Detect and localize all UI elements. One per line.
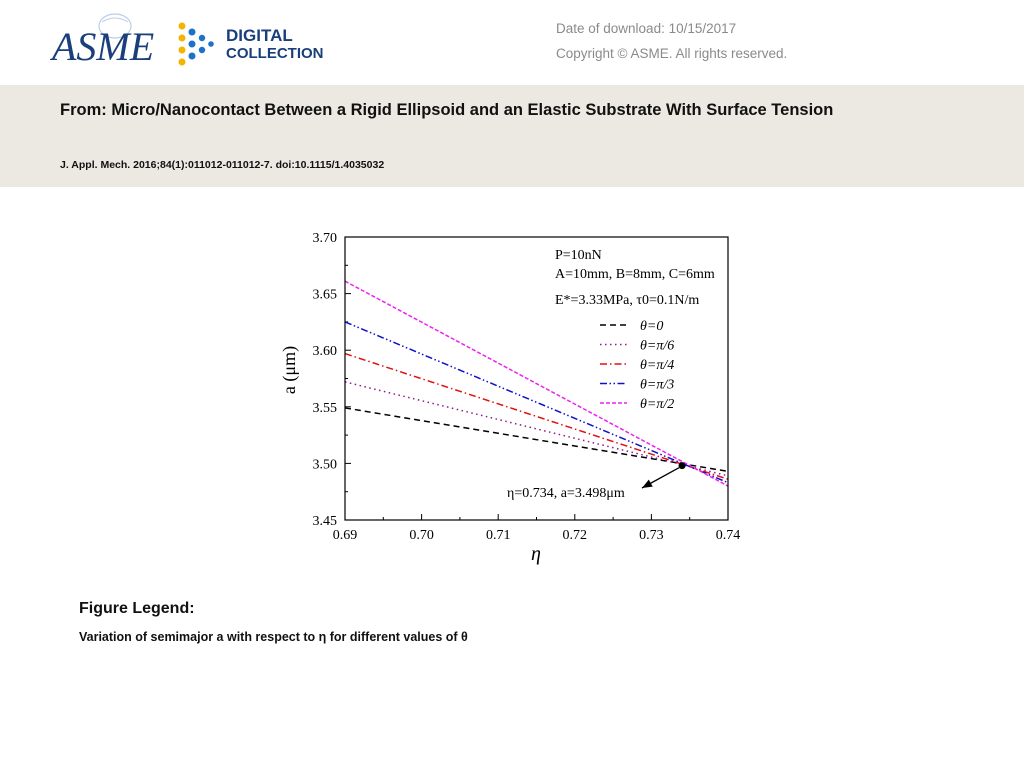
y-tick-label: 3.50 [313,457,338,472]
legend-label: θ=π/3 [640,378,674,393]
x-tick-label: 0.74 [716,528,741,543]
series-line-2 [344,352,729,480]
figure-legend-heading: Figure Legend: [79,600,195,617]
article-title: From: Micro/Nanocontact Between a Rigid … [60,101,834,119]
plot-frame [344,236,729,521]
x-axis-label: η [531,543,541,565]
x-tick-label: 0.69 [333,528,358,543]
logo-asme-text: ASME [50,24,154,69]
x-tick-label: 0.71 [486,528,511,543]
series-line-4 [344,280,729,487]
logo-digital-text: DIGITAL [226,26,293,45]
series-line-3 [344,321,729,484]
y-tick-label: 3.70 [313,231,338,246]
param-dimensions: A=10mm, B=8mm, C=6mm [555,267,715,282]
copyright-notice: Copyright © ASME. All rights reserved. [556,46,788,61]
param-modulus: E*=3.33MPa, τ0=0.1N/m [555,293,699,308]
download-date: Date of download: 10/15/2017 [556,21,737,36]
x-tick-label: 0.70 [409,528,434,543]
annotation-label: η=0.734, a=3.498μm [507,486,625,501]
legend-label: θ=π/2 [640,397,674,412]
series-line-1 [344,381,729,477]
logo-graphic: ASME DIGITAL COLLECTION [49,13,324,69]
series-line-0 [344,407,729,473]
legend-label: θ=π/4 [640,358,674,373]
annotation-point [678,462,686,470]
figure-legend-caption: Variation of semimajor a with respect to… [79,630,468,644]
line-chart: 0.69 0.70 0.71 0.72 0.73 0.74 3.45 3.50 3.55 3.60… [279,231,741,565]
globe-icon [98,13,132,39]
y-tick-label: 3.55 [313,401,338,416]
globe-arc [101,17,129,23]
legend-label: θ=0 [640,319,663,334]
y-tick-label: 3.60 [313,344,338,359]
logo-collection-text: COLLECTION [226,45,324,62]
annotation-arrowhead [642,479,653,488]
legend-label: θ=π/6 [640,339,674,354]
dots-icon [178,22,214,66]
x-tick-label: 0.73 [639,528,664,543]
y-tick-label: 3.45 [313,514,338,529]
article-citation: J. Appl. Mech. 2016;84(1):011012-011012-… [60,159,385,171]
figure-chart: 0.69 0.70 0.71 0.72 0.73 0.74 3.45 3.50 3.55 3.60… [270,215,770,580]
asme-digital-collection-logo[interactable]: ASME DIGITAL COLLECTION [49,8,350,78]
y-axis-label: a (μm) [279,346,300,394]
y-tick-label: 3.65 [313,288,338,303]
x-tick-label: 0.72 [563,528,588,543]
article-info-band: From: Micro/Nanocontact Between a Rigid … [0,85,1024,187]
param-load: P=10nN [555,248,602,263]
page-header: ASME DIGITAL COLLECTION Date of download… [0,0,1024,85]
